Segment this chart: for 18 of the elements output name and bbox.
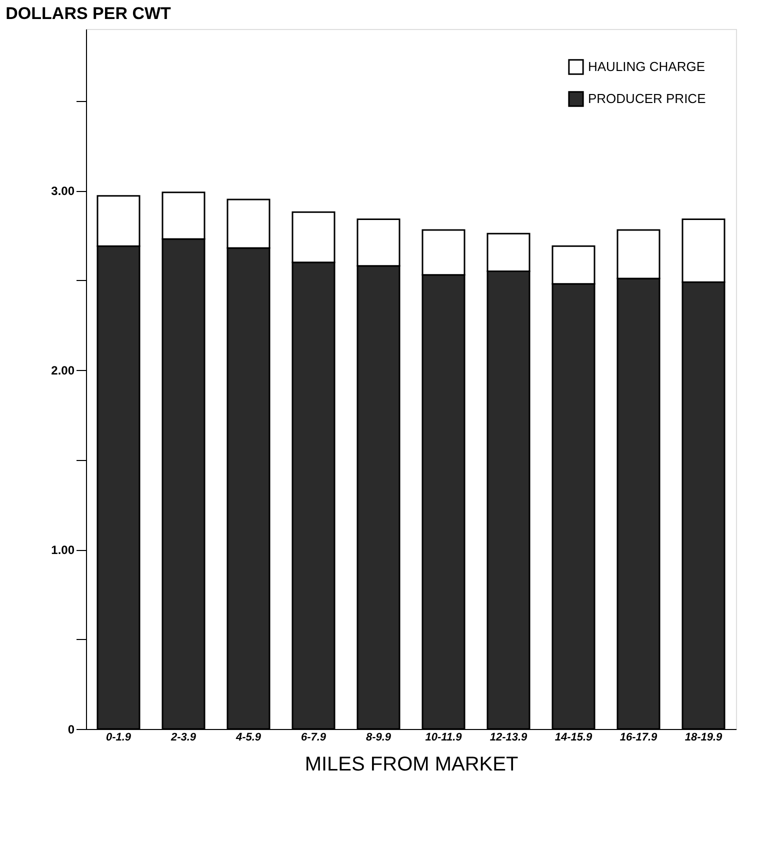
x-tick-label: 12-13.9	[490, 732, 528, 744]
y-tick-label: 3.00	[51, 184, 75, 198]
x-axis-title: MILES FROM MARKET	[304, 754, 518, 776]
y-tick-label: 0	[68, 722, 75, 736]
x-tick-label: 4-5.9	[234, 732, 262, 744]
x-tick-label: 14-15.9	[554, 732, 594, 744]
legend-label: PRODUCER PRICE	[588, 91, 706, 106]
y-tick-label: 2.00	[51, 364, 75, 378]
y-tick-label: 1.00	[51, 543, 75, 558]
x-tick-label: 18-19.9	[684, 732, 724, 744]
legend-label: HAULING CHARGE	[588, 59, 706, 74]
x-tick-label: 8-9.9	[366, 732, 392, 744]
x-tick-label: 16-17.9	[620, 732, 658, 744]
x-tick-label: 0-1.9	[106, 732, 132, 744]
x-tick-label: 6-7.9	[300, 732, 327, 744]
x-tick-label: 2-3.9	[170, 732, 197, 744]
y-axis-title: DOLLARS PER CWT	[6, 4, 172, 23]
x-tick-label: 10-11.9	[425, 732, 463, 744]
